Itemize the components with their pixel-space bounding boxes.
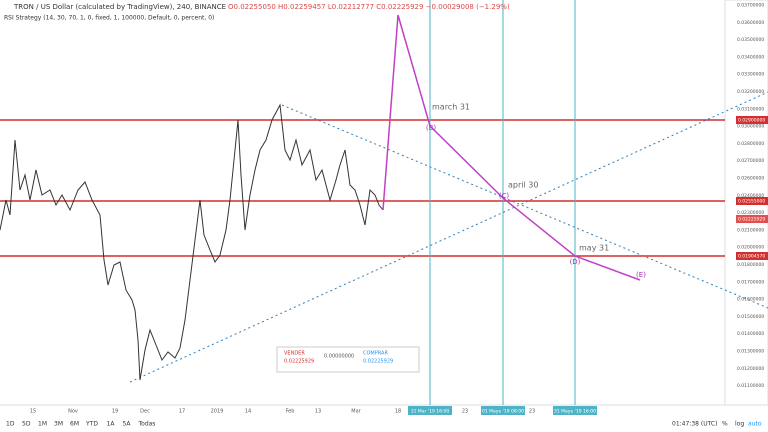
range-button[interactable]: 1D xyxy=(6,421,15,428)
time-highlight-label: 31 Mayo '19 16:00 xyxy=(554,409,596,415)
range-button[interactable]: 1M xyxy=(38,421,47,428)
time-label: Mar xyxy=(351,409,361,415)
time-highlight xyxy=(408,406,452,415)
price-highlight-label: 0.01904570 xyxy=(738,254,765,260)
price-label: 0.02000000 xyxy=(737,245,764,251)
trend-line xyxy=(281,104,768,309)
time-label: 18 xyxy=(395,409,401,415)
time-label: 13 xyxy=(315,409,321,415)
quantity[interactable]: 0.00000000 xyxy=(324,354,354,360)
price-label: 0.01300000 xyxy=(737,349,764,355)
range-button[interactable]: 5A xyxy=(123,421,132,428)
ohlc-values: O0.02255050 H0.02259457 L0.02212777 C0.0… xyxy=(228,3,510,11)
price-highlight xyxy=(736,197,768,205)
sell-label[interactable]: VENDER xyxy=(284,351,305,357)
time-label: 23 xyxy=(529,409,535,415)
price-label: 0.01500000 xyxy=(737,314,764,320)
time-highlight xyxy=(553,406,597,415)
price-highlight-label: 0.02225929 xyxy=(738,217,765,223)
price-highlight xyxy=(736,116,768,124)
price-label: 0.03000000 xyxy=(737,124,764,130)
range-button[interactable]: 5D xyxy=(22,421,31,428)
price-label: 0.01400000 xyxy=(737,331,764,337)
range-button[interactable]: 3M xyxy=(54,421,63,428)
buy-price[interactable]: 0.02225929 xyxy=(363,359,393,365)
scale-option[interactable]: log xyxy=(735,421,744,428)
order-panel[interactable] xyxy=(276,346,420,373)
indicator-label: RSI Strategy (14, 30, 70, 1, 0, fixed, 1… xyxy=(4,15,214,22)
time-label: Nov xyxy=(68,409,78,415)
price-label: 0.03400000 xyxy=(737,54,764,60)
time-label: 19 xyxy=(112,409,118,415)
range-button[interactable]: Todas xyxy=(138,421,156,428)
price-label: 0.03600000 xyxy=(737,20,764,26)
time-label: 2019 xyxy=(211,409,224,415)
annotation: april 30 xyxy=(508,181,538,190)
annotation: (D) xyxy=(570,258,581,266)
clock: 01:47:38 (UTC) xyxy=(672,421,717,428)
price-label: 0.02800000 xyxy=(737,141,764,147)
price-label: 0.01700000 xyxy=(737,279,764,285)
price-label: 0.02700000 xyxy=(737,158,764,164)
chart-symbol: TRON / US Dollar (calculated by TradingV… xyxy=(13,3,226,11)
annotation: (E) xyxy=(636,271,646,279)
price-highlight xyxy=(736,215,768,223)
price-label: 0.02600000 xyxy=(737,176,764,182)
scale-option[interactable]: % xyxy=(722,421,728,428)
price-label: 0.01200000 xyxy=(737,366,764,372)
time-label: 14 xyxy=(245,409,251,415)
time-label: Dec xyxy=(140,409,150,415)
price-label: 0.01800000 xyxy=(737,262,764,268)
price-highlight-label: 0.02900000 xyxy=(738,118,765,124)
annotation: (B) xyxy=(426,124,437,132)
price-label: 0.03100000 xyxy=(737,106,764,112)
price-label: 0.03700000 xyxy=(737,3,764,9)
time-label: Feb xyxy=(286,409,295,415)
price-label: 0.01600000 xyxy=(737,297,764,303)
time-highlight-label: 01 Mayo '19 08:00 xyxy=(482,409,524,415)
annotation: may 31 xyxy=(579,244,609,253)
sell-price[interactable]: 0.02225929 xyxy=(284,359,314,365)
price-label: 0.02400000 xyxy=(737,193,764,199)
range-button[interactable]: 1A xyxy=(107,421,116,428)
time-highlight-label: 31 Mar '19 16:00 xyxy=(411,409,450,415)
trend-line xyxy=(129,91,768,383)
annotation: march 31 xyxy=(432,103,470,112)
range-button[interactable]: 6M xyxy=(70,421,79,428)
price-label: 0.02300000 xyxy=(737,210,764,216)
time-highlight xyxy=(481,406,525,415)
wave-projection xyxy=(382,14,641,281)
price-label: 0.03300000 xyxy=(737,72,764,78)
price-highlight xyxy=(736,252,768,260)
time-label: 23 xyxy=(462,409,468,415)
annotation: (C) xyxy=(499,192,510,200)
range-button[interactable]: YTD xyxy=(85,421,98,428)
price-line xyxy=(0,103,384,381)
price-label: 0.03200000 xyxy=(737,89,764,95)
price-highlight-label: 0.02555000 xyxy=(738,199,765,205)
buy-label[interactable]: COMPRAR xyxy=(363,351,388,357)
price-label: 0.01100000 xyxy=(737,383,764,389)
time-label: 17 xyxy=(179,409,185,415)
scale-option[interactable]: auto xyxy=(748,421,762,428)
price-label: 0.02100000 xyxy=(737,227,764,233)
price-label: 0.03500000 xyxy=(737,37,764,43)
time-label: 15 xyxy=(30,409,36,415)
